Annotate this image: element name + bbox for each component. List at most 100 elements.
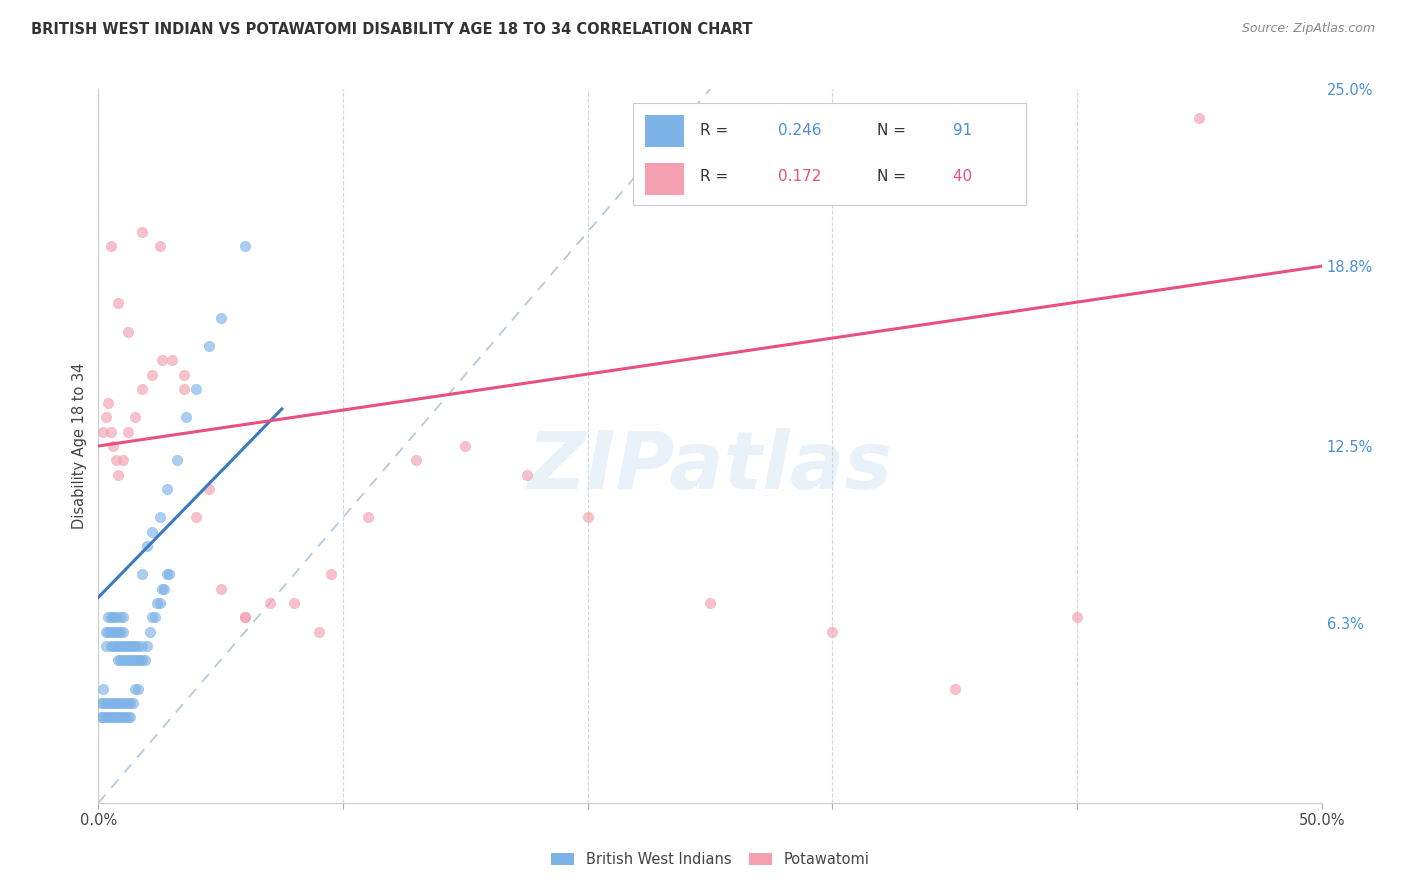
Point [110, 653, 132, 667]
Point [114, 639, 136, 653]
Point [124, 653, 146, 667]
Point [141, 524, 163, 539]
Point [515, 467, 537, 482]
Point [153, 582, 176, 596]
Point [100, 696, 122, 710]
Point [356, 510, 378, 524]
Point [110, 610, 132, 624]
Point [127, 681, 149, 696]
Point [91, 425, 114, 439]
Point [111, 653, 134, 667]
Point [136, 539, 159, 553]
Point [94, 410, 117, 425]
Point [139, 624, 162, 639]
Point [209, 582, 232, 596]
Point [124, 639, 146, 653]
Point [91, 710, 114, 724]
Point [120, 696, 142, 710]
Point [104, 610, 127, 624]
Point [131, 639, 153, 653]
Point [104, 639, 127, 653]
Point [259, 596, 281, 610]
Point [124, 681, 146, 696]
Point [91, 681, 114, 696]
Point [111, 696, 134, 710]
Point [120, 653, 142, 667]
Point [97, 610, 120, 624]
Point [120, 639, 142, 653]
Point [101, 610, 124, 624]
Point [94, 696, 117, 710]
Point [117, 425, 139, 439]
Point [121, 639, 143, 653]
Text: 40: 40 [948, 169, 972, 184]
Point [121, 696, 143, 710]
Point [107, 639, 129, 653]
Point [1066, 610, 1088, 624]
Point [197, 482, 219, 496]
Point [186, 510, 208, 524]
Point [110, 624, 132, 639]
Point [173, 382, 195, 396]
Point [110, 639, 132, 653]
Point [157, 567, 180, 582]
Point [405, 453, 427, 467]
Point [454, 439, 477, 453]
Point [149, 239, 172, 253]
Point [943, 681, 966, 696]
Text: ZIPatlas: ZIPatlas [527, 428, 893, 507]
Text: 0.172: 0.172 [779, 169, 821, 184]
Point [308, 624, 330, 639]
Point [699, 596, 721, 610]
Point [150, 582, 173, 596]
Point [97, 710, 120, 724]
Point [114, 653, 136, 667]
Point [117, 653, 139, 667]
Point [166, 453, 188, 467]
Y-axis label: Disability Age 18 to 34: Disability Age 18 to 34 [72, 363, 87, 529]
Text: R =: R = [700, 123, 728, 137]
Point [104, 453, 127, 467]
Point [141, 368, 163, 382]
Point [91, 696, 114, 710]
Point [111, 710, 134, 724]
Point [143, 610, 166, 624]
Point [101, 710, 124, 724]
Point [111, 610, 134, 624]
Point [100, 624, 122, 639]
Point [114, 696, 136, 710]
Point [150, 353, 173, 368]
Bar [644, 163, 683, 194]
Point [100, 239, 122, 253]
Point [136, 639, 159, 653]
Point [1188, 111, 1211, 125]
Point [107, 710, 129, 724]
Point [120, 710, 142, 724]
Point [197, 339, 219, 353]
Point [100, 639, 122, 653]
Point [90, 696, 112, 710]
Text: N =: N = [877, 169, 905, 184]
Text: R =: R = [700, 169, 728, 184]
Point [117, 710, 139, 724]
Point [156, 567, 179, 582]
Point [160, 353, 183, 368]
Point [141, 610, 163, 624]
Point [127, 639, 149, 653]
Point [131, 382, 153, 396]
Point [283, 596, 305, 610]
Point [173, 368, 195, 382]
Point [97, 624, 120, 639]
Text: N =: N = [877, 123, 905, 137]
Point [104, 624, 127, 639]
Point [233, 610, 256, 624]
Point [134, 653, 156, 667]
Point [117, 639, 139, 653]
Point [107, 296, 129, 310]
Point [121, 653, 143, 667]
Point [131, 225, 153, 239]
Point [146, 596, 169, 610]
Point [97, 696, 120, 710]
Point [94, 710, 117, 724]
Point [233, 239, 256, 253]
